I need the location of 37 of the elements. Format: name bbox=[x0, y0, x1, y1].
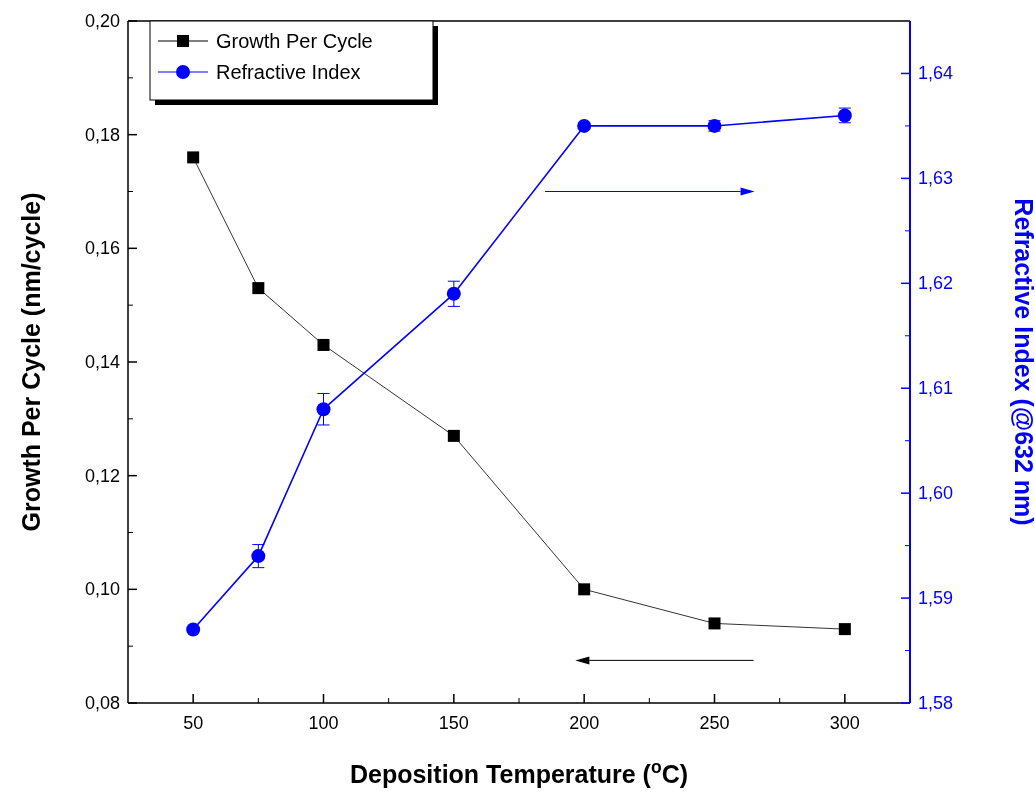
x-axis-title: Deposition Temperature ($^{o}$C) bbox=[349, 757, 689, 788]
y-tick-label: 0,16 bbox=[84, 238, 120, 259]
legend-label: Refractive Index bbox=[216, 61, 361, 83]
y-tick-label: 0,14 bbox=[84, 352, 120, 372]
point bbox=[447, 429, 460, 442]
x-tick-label: 150 bbox=[438, 713, 469, 733]
y-tick-label: 0,18 bbox=[84, 124, 120, 145]
y-tick-label: 0,12 bbox=[84, 465, 120, 486]
y2-tick-label: 1,58 bbox=[918, 693, 954, 713]
y-tick-label: 0,08 bbox=[84, 693, 120, 713]
point bbox=[446, 286, 461, 301]
x-tick-label: 100 bbox=[308, 713, 339, 733]
x-tick-label: 50 bbox=[183, 713, 204, 733]
y2-tick-label: 1,62 bbox=[918, 273, 954, 294]
point bbox=[316, 402, 331, 417]
y2-tick-label: 1,60 bbox=[918, 483, 954, 504]
y2-tick-label: 1,63 bbox=[918, 168, 954, 189]
y2-axis-title: Refractive Index (@632 nm) bbox=[1010, 198, 1035, 526]
point bbox=[317, 338, 330, 351]
y-tick-label: 0,20 bbox=[84, 11, 120, 31]
point bbox=[251, 549, 266, 564]
point bbox=[708, 617, 721, 630]
point bbox=[577, 118, 592, 133]
point bbox=[252, 282, 265, 295]
point bbox=[578, 583, 591, 596]
y2-tick-label: 1,61 bbox=[918, 378, 954, 399]
y2-tick-label: 1,59 bbox=[918, 588, 954, 609]
x-tick-label: 250 bbox=[699, 713, 730, 733]
point bbox=[838, 623, 851, 636]
point bbox=[187, 151, 200, 164]
point bbox=[186, 622, 201, 637]
y-tick-label: 0,10 bbox=[84, 579, 120, 600]
legend-label: Growth Per Cycle bbox=[216, 30, 373, 52]
x-tick-label: 200 bbox=[569, 713, 600, 733]
x-tick-label: 300 bbox=[829, 713, 860, 733]
y2-tick-label: 1,64 bbox=[918, 63, 954, 84]
y-axis-title: Growth Per Cycle (nm/cycle) bbox=[17, 192, 45, 532]
